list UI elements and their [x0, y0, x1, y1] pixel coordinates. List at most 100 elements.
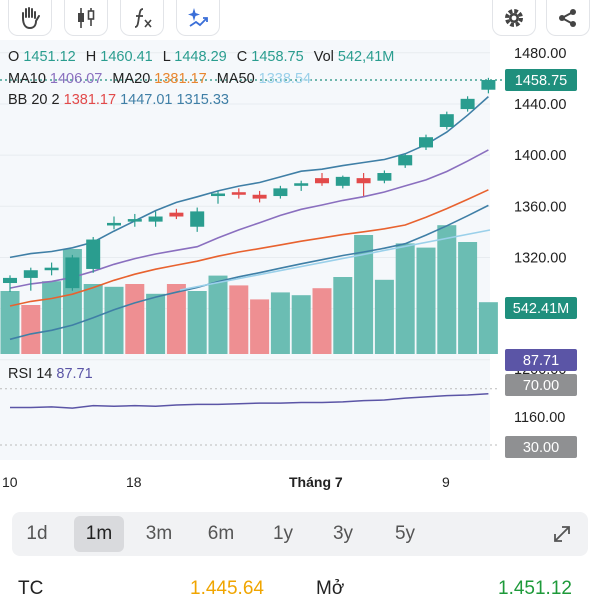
- expand-icon: [554, 526, 570, 542]
- candle-up: [211, 193, 225, 197]
- hand-tool-button[interactable]: [8, 0, 52, 36]
- volume-bar: [0, 291, 20, 354]
- tc-label: TC: [18, 578, 44, 599]
- candlestick-type-button[interactable]: [64, 0, 108, 36]
- volume-bar: [437, 225, 457, 354]
- ma50-value: 1338.54: [258, 71, 312, 87]
- candle-up: [419, 137, 433, 148]
- function-icon: [134, 7, 152, 28]
- bb-row: BB 20 2 1381.17 1447.01 1315.33: [8, 92, 229, 108]
- volume-bar: [291, 295, 311, 354]
- volume-bar: [208, 275, 228, 354]
- x-label-9: 9: [442, 474, 450, 490]
- volume-value: 542,41M: [337, 49, 395, 65]
- candle-up: [377, 173, 392, 181]
- volume-bar: [333, 277, 353, 354]
- share-button[interactable]: [546, 0, 590, 36]
- x-label-10: 10: [2, 474, 18, 490]
- rsi-label: RSI 14: [8, 366, 53, 382]
- volume-bar: [416, 247, 436, 354]
- ma20-label: MA20: [112, 71, 151, 87]
- price-chart[interactable]: 1480.001440.001400.001360.001320.001280.…: [0, 40, 600, 500]
- price-tick-label: 1440.00: [514, 97, 566, 113]
- ma20-line: [9, 189, 489, 307]
- candle-up: [273, 188, 288, 197]
- candlestick-icon: [78, 7, 95, 28]
- bb-upper-value: 1447.01: [120, 92, 173, 108]
- hand-icon: [22, 6, 40, 29]
- volume-bar: [395, 243, 415, 354]
- candle-up: [127, 219, 142, 222]
- rsi-overbought-tag: 70.00: [523, 378, 559, 394]
- candle-up: [23, 270, 38, 278]
- volume-bar: [104, 286, 124, 354]
- ma-row: MA10 1406.07 MA20 1381.17 MA50 1338.54: [8, 71, 317, 87]
- candle-up: [3, 277, 17, 284]
- volume-bar: [229, 285, 249, 354]
- gear-icon: [505, 8, 523, 27]
- fullscreen-button[interactable]: [540, 516, 584, 552]
- candle-down: [169, 212, 184, 217]
- candle-up: [398, 155, 413, 166]
- volume-bar: [312, 288, 332, 354]
- tab-5y[interactable]: 5y: [394, 523, 416, 544]
- ma10-value: 1406.07: [49, 71, 103, 87]
- volume-tag: 542.41M: [513, 301, 569, 317]
- candle-up: [86, 239, 101, 269]
- volume-bar: [146, 293, 166, 354]
- rsi-oversold-tag-bg: [505, 436, 577, 458]
- rsi-value: 87.71: [56, 366, 93, 382]
- volume-bar: [250, 299, 270, 354]
- volume-bar: [166, 284, 186, 354]
- ma10-label: MA10: [8, 71, 46, 87]
- bb-mid-value: 1381.17: [63, 92, 117, 108]
- ai-sparkle-icon: [188, 7, 208, 27]
- volume-bar: [125, 284, 145, 354]
- tab-1y[interactable]: 1y: [272, 523, 294, 544]
- candle-up: [107, 222, 121, 226]
- tab-3y[interactable]: 3y: [332, 523, 354, 544]
- ai-analysis-button[interactable]: [176, 0, 220, 36]
- price-tick-label: 1320.00: [514, 250, 566, 266]
- candle-up: [439, 114, 454, 127]
- rsi-line: [10, 393, 489, 409]
- candle-down: [315, 178, 329, 184]
- ohlc-row: O 1451.12 H 1460.41 L 1448.29 C 1458.75 …: [8, 49, 400, 65]
- tab-1d[interactable]: 1d: [26, 523, 48, 544]
- rsi-oversold-tag: 30.00: [523, 440, 559, 456]
- price-tick-label: 1400.00: [514, 148, 566, 164]
- low-value: 1448.29: [174, 49, 227, 65]
- bollinger-lower-line: [9, 204, 489, 341]
- last-price-tag-bg: [505, 68, 577, 91]
- open-summary-label: Mở: [316, 578, 345, 599]
- bb-label: BB 20 2: [8, 92, 60, 108]
- timeframe-tabs: 1d 1m 3m 6m 1y 3y 5y: [12, 512, 588, 556]
- volume-bar: [42, 281, 62, 354]
- bb-lower-value: 1315.33: [176, 92, 229, 108]
- ma10-line: [9, 149, 489, 289]
- volume-bar: [354, 235, 374, 354]
- x-label-month: Tháng 7: [289, 474, 343, 490]
- tab-1m[interactable]: 1m: [74, 516, 124, 552]
- close-value: 1458.75: [251, 49, 304, 65]
- tab-6m[interactable]: 6m: [207, 523, 235, 544]
- indicators-button[interactable]: [120, 0, 164, 36]
- price-tick-label: 1480.00: [514, 46, 566, 62]
- last-price-tag: 1458.75: [515, 73, 567, 89]
- settings-button[interactable]: [492, 0, 536, 36]
- volume-bar: [374, 279, 394, 354]
- ma50-line: [179, 229, 491, 291]
- candle-up: [44, 267, 59, 271]
- close-label: C: [236, 49, 248, 65]
- open-value: 1451.12: [23, 49, 76, 65]
- candle-up: [65, 257, 80, 289]
- tab-3m[interactable]: 3m: [145, 523, 173, 544]
- high-value: 1460.41: [100, 49, 153, 65]
- candle-down: [356, 178, 371, 184]
- open-label: O: [8, 49, 20, 65]
- ma20-value: 1381.17: [154, 71, 207, 87]
- candle-down: [231, 192, 246, 195]
- volume-bar: [21, 305, 41, 354]
- rsi-value-tag: 87.71: [523, 353, 559, 369]
- volume-tag-bg: [505, 297, 577, 319]
